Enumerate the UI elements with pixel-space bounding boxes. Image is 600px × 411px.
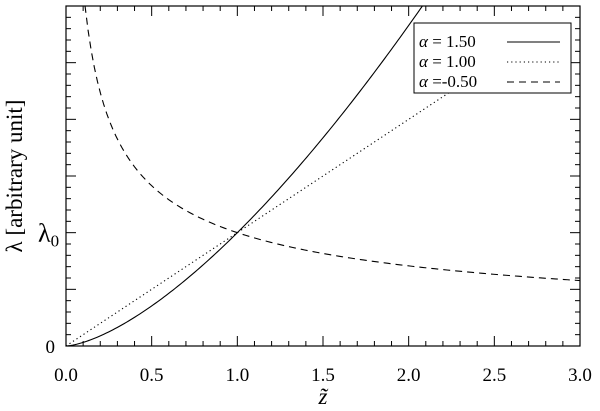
- legend-label: α = 1.00: [419, 52, 476, 71]
- y-tick-labels: 0 λ0: [38, 219, 59, 358]
- x-axis-label: z̃: [318, 384, 330, 409]
- y-tick-label: λ0: [38, 219, 59, 251]
- x-tick-label: 1.5: [311, 365, 335, 386]
- x-tick-label: 2.0: [397, 365, 421, 386]
- x-tick-label: 1.0: [225, 365, 249, 386]
- x-tick-label: 0.0: [54, 365, 78, 386]
- legend-label: α = 1.50: [419, 32, 476, 51]
- series-line-2: [66, 84, 461, 346]
- y-axis-label: λ [arbitrary unit]: [2, 100, 27, 253]
- series-line-1: [66, 6, 423, 346]
- legend-box: [413, 22, 572, 94]
- x-tick-labels: 0.0 0.5 1.0 1.5 2.0 2.5 3.0: [54, 365, 592, 386]
- series-line-3: [84, 6, 580, 282]
- x-tick-label: 3.0: [568, 365, 592, 386]
- curves: [66, 6, 580, 346]
- y-tick-label: 0: [46, 337, 56, 358]
- axis-ticks: [65, 5, 581, 347]
- x-tick-label: 2.5: [482, 365, 506, 386]
- legend: α = 1.50α = 1.00α =-0.50: [413, 22, 572, 94]
- legend-label: α =-0.50: [419, 72, 477, 91]
- x-tick-label: 0.5: [140, 365, 164, 386]
